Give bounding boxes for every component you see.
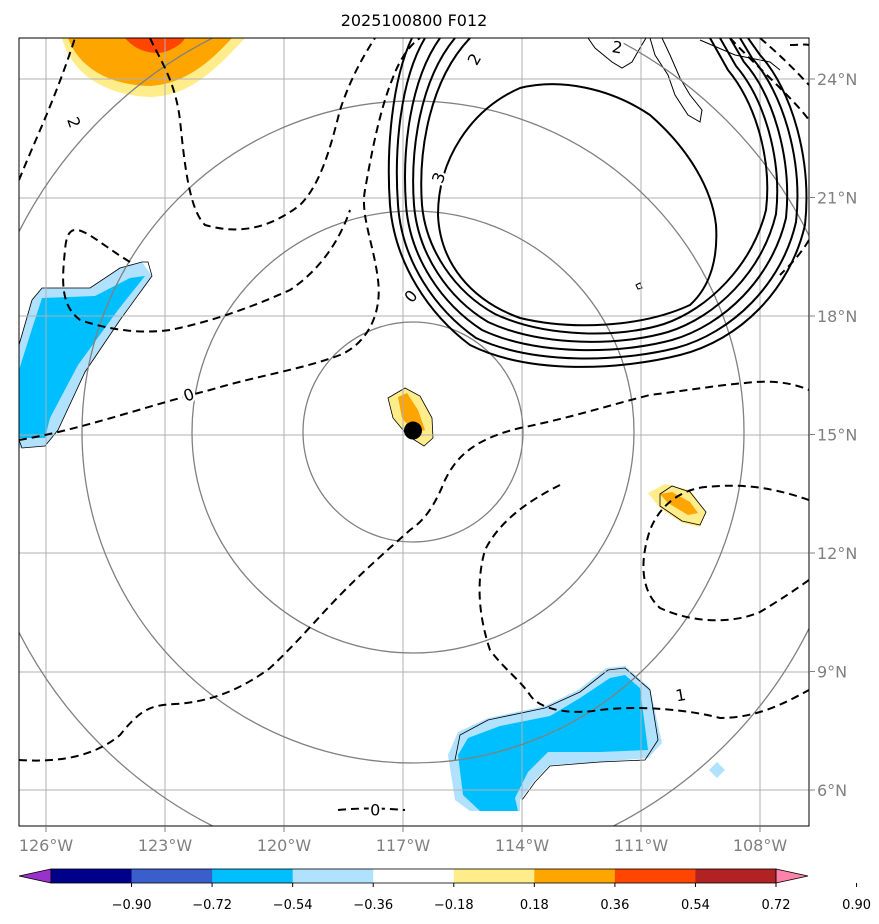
colorbar: −0.90 −0.72 −0.54 −0.36 −0.18 0.18 0.36 0.54 0.7… (18, 868, 871, 913)
island (635, 282, 643, 290)
contour-south-loop (478, 484, 809, 720)
map-title: 2025100800 F012 (341, 11, 488, 30)
range-ring-1 (302, 321, 524, 543)
shade-outlines (19, 261, 707, 801)
colorbar-segment (131, 869, 213, 883)
colorbar-segment (614, 869, 696, 883)
colorbar-segment (373, 869, 455, 883)
colorbar-tick-label: −0.36 (353, 898, 393, 913)
shade-pos-mid-east (660, 492, 698, 515)
contour-1-diag (19, 380, 809, 762)
map-frame (18, 37, 810, 827)
contour-high-5 (420, 38, 769, 335)
lat-tick-label: 9°N (817, 663, 847, 682)
colorbar-segment (51, 869, 133, 883)
colorbar-tick-label: −0.18 (434, 898, 474, 913)
lon-tick-label: 123°W (138, 836, 193, 855)
colorbar-extend-high (775, 868, 809, 884)
colorbar-extend-low (18, 868, 52, 884)
contour-high-2 (395, 38, 799, 360)
contour-label: 0 (370, 800, 380, 819)
lat-tick-label: 18°N (817, 307, 857, 326)
contour-2-west (19, 38, 76, 181)
lon-tick-label: 126°W (19, 836, 74, 855)
contour-0-south (337, 807, 406, 811)
colorbar-tick-label: −0.90 (112, 898, 152, 913)
range-ring-2 (191, 210, 635, 654)
lon-tick-label: 117°W (376, 836, 431, 855)
colorbar-segment (212, 869, 294, 883)
colorbar-tick-label: −0.54 (273, 898, 313, 913)
lon-tick-labels: 126°W 123°W 120°W 117°W 114°W 111°W 108°W (19, 826, 788, 855)
dashed-contours (19, 38, 809, 811)
contour-2-northwest (149, 38, 376, 231)
colorbar-tick-label: 0.36 (600, 898, 629, 913)
shade-pos-mid-center (398, 393, 425, 433)
contour-3 (436, 83, 718, 327)
colorbar-frame (50, 868, 777, 884)
baja-coast (587, 38, 647, 69)
lon-tick-label: 111°W (614, 836, 669, 855)
contour-2-northeast-1 (729, 38, 809, 121)
contour-2-northeast-2 (759, 38, 809, 86)
contour-high-4 (412, 38, 779, 343)
outline-west (19, 261, 153, 449)
colorbar-tick-label: −0.72 (192, 898, 232, 913)
shade-pos-high-nw (125, 38, 185, 53)
outline-east (659, 485, 707, 526)
contour-high-1 (387, 38, 808, 368)
colorbar-segment (453, 869, 535, 883)
contour-east-edge (779, 239, 809, 276)
contour-0-main (19, 38, 421, 441)
colorbar-segment (695, 869, 777, 883)
lat-tick-label: 6°N (817, 781, 847, 800)
contour-west-loop (62, 209, 351, 333)
storm-center-marker (404, 421, 422, 440)
colorbar-tick-label: 0.90 (842, 898, 871, 913)
lat-tick-label: 15°N (817, 426, 857, 445)
colorbar-tick-label: 0.72 (762, 898, 791, 913)
contour-high-3 (404, 38, 789, 352)
contour-east-loop (642, 484, 809, 622)
lat-tick-label: 12°N (817, 544, 857, 563)
lat-tick-labels: 6°N 9°N 12°N 15°N 18°N 21°N 24°N (809, 70, 857, 800)
colorbar-tick-label: 0.18 (520, 898, 549, 913)
colorbar-segment (292, 869, 374, 883)
lon-tick-label: 114°W (495, 836, 550, 855)
lat-tick-label: 24°N (817, 70, 857, 89)
outline-south (454, 667, 659, 801)
lon-tick-label: 120°W (257, 836, 312, 855)
lon-tick-label: 108°W (733, 836, 788, 855)
colorbar-tick-label: 0.54 (681, 898, 710, 913)
colorbar-segment (534, 869, 616, 883)
outline-center (387, 387, 434, 447)
solid-contours (387, 38, 808, 368)
lat-tick-label: 21°N (817, 189, 857, 208)
shade-neg-dot-se (709, 762, 725, 778)
